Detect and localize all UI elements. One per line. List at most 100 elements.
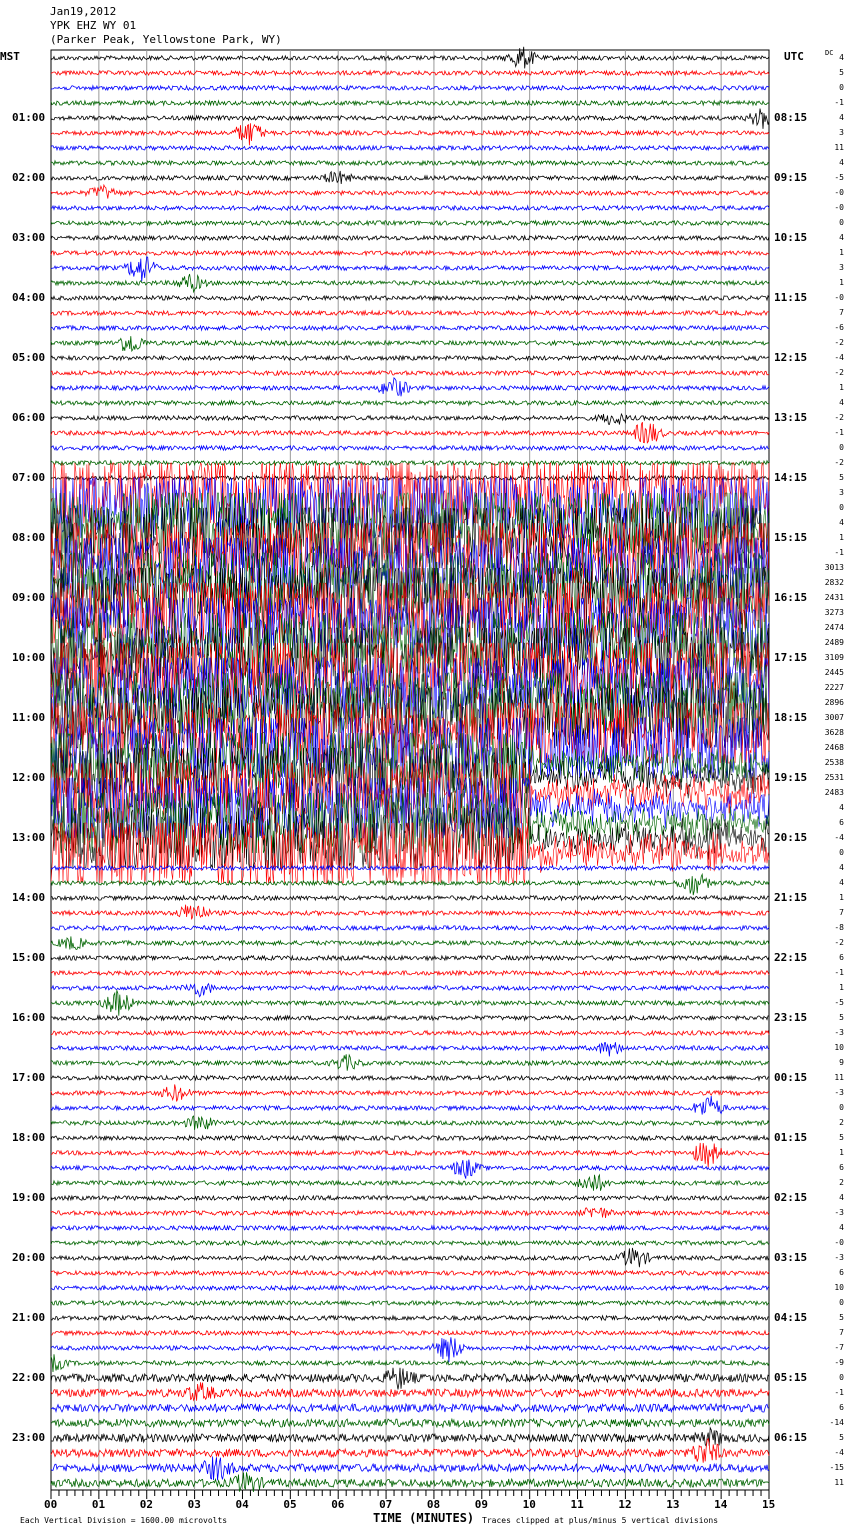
mst-time-label: 14:00 [12,891,46,904]
dc-offset-label: -0 [834,203,844,212]
trace-row [50,1042,770,1057]
utc-time-label: 11:15 [774,291,808,304]
dc-offset-label: 5 [839,1433,844,1442]
dc-offset-label: 4 [839,863,844,872]
dc-offset-label: 6 [839,1268,844,1277]
mst-time-label: 05:00 [12,351,46,364]
trace-row [50,822,770,885]
x-tick-label: 10 [522,1498,536,1511]
dc-offset-label: 5 [839,473,844,482]
trace-row [50,399,770,407]
mst-time-label: 13:00 [12,831,46,844]
trace-row [50,864,770,872]
dc-offset-label: 2431 [824,593,844,602]
dc-offset-label: 11 [834,1073,844,1082]
trace-row [50,1284,770,1292]
dc-offset-label: 4 [839,803,844,812]
trace-row [50,1367,770,1390]
x-tick-label: 04 [235,1498,249,1511]
dc-title: DC [825,49,834,57]
dc-offset-label: 1 [839,383,844,392]
trace-row [50,1456,770,1481]
date-label: Jan19,2012 [50,5,117,18]
x-tick-label: 06 [331,1498,345,1511]
trace-row [50,159,770,167]
dc-offset-label: -7 [834,1343,844,1352]
x-tick-label: 02 [139,1498,153,1511]
utc-time-label: 19:15 [774,771,808,784]
trace-row [50,936,770,950]
trace-row [50,219,770,227]
x-tick-label: 05 [283,1498,297,1511]
dc-offset-label: -5 [834,173,844,182]
dc-offset-label: -1 [834,428,844,437]
utc-time-label: 00:15 [774,1071,808,1084]
trace-row [50,990,770,1016]
dc-offset-label: -0 [834,188,844,197]
utc-time-label: 16:15 [774,591,808,604]
dc-offset-label: 1 [839,278,844,287]
mst-time-label: 07:00 [12,471,46,484]
trace-row [50,732,770,794]
trace-row [50,1239,770,1247]
dc-offset-label: 3007 [824,713,844,722]
dc-offset-label: 0 [839,83,844,92]
trace-row [50,1382,770,1402]
utc-time-label: 01:15 [774,1131,808,1144]
trace-row [50,761,770,824]
dc-offset-label: 0 [839,218,844,227]
trace-row [50,982,770,998]
utc-time-label: 08:15 [774,111,808,124]
trace-row [50,144,770,152]
trace-row [50,1142,770,1168]
trace-row [50,412,770,426]
trace-row [50,273,770,294]
dc-offset-label: -1 [834,98,844,107]
clip-note: Traces clipped at plus/minus 5 vertical … [482,1516,719,1525]
mst-time-label: 11:00 [12,711,46,724]
trace-row [50,369,770,377]
dc-offset-label: 2227 [824,683,844,692]
trace-row [50,309,769,317]
trace-row [50,1224,770,1232]
dc-offset-label: 6 [839,953,844,962]
trace-row [50,170,770,185]
dc-offset-label: 3109 [824,653,844,662]
dc-offset-label: 0 [839,848,844,857]
trace-row [50,507,770,570]
dc-offset-label: -4 [834,833,844,842]
dc-offset-label: -9 [834,1358,844,1367]
trace-row [50,1159,770,1179]
trace-row [50,904,770,920]
trace-row [50,204,770,212]
mst-time-label: 19:00 [12,1191,46,1204]
utc-time-label: 10:15 [774,231,808,244]
utc-time-label: 03:15 [774,1251,808,1264]
dc-offset-label: -2 [834,368,844,377]
trace-row [50,444,769,452]
mst-time-label: 23:00 [12,1431,46,1444]
trace-row [50,924,770,932]
trace-row [50,872,770,896]
dc-offset-label: 1 [839,893,844,902]
trace-row [50,1194,770,1202]
trace-row [50,672,770,735]
trace-row [50,1074,770,1082]
dc-offset-label: 0 [839,1298,844,1307]
dc-offset-label: -2 [834,413,844,422]
dc-offset-label: -2 [834,938,844,947]
dc-offset-label: 1 [839,248,844,257]
dc-offset-label: 4 [839,1193,844,1202]
utc-time-label: 17:15 [774,651,808,664]
trace-row [50,234,770,242]
trace-row [50,69,770,77]
dc-offset-label: 1 [839,533,844,542]
mst-time-label: 09:00 [12,591,46,604]
dc-offset-label: 2474 [824,623,844,632]
dc-offset-label: 2489 [824,638,844,647]
dc-offset-label: 4 [839,518,844,527]
trace-row [50,294,770,302]
mst-time-label: 18:00 [12,1131,46,1144]
dc-offset-label: -3 [834,1028,844,1037]
